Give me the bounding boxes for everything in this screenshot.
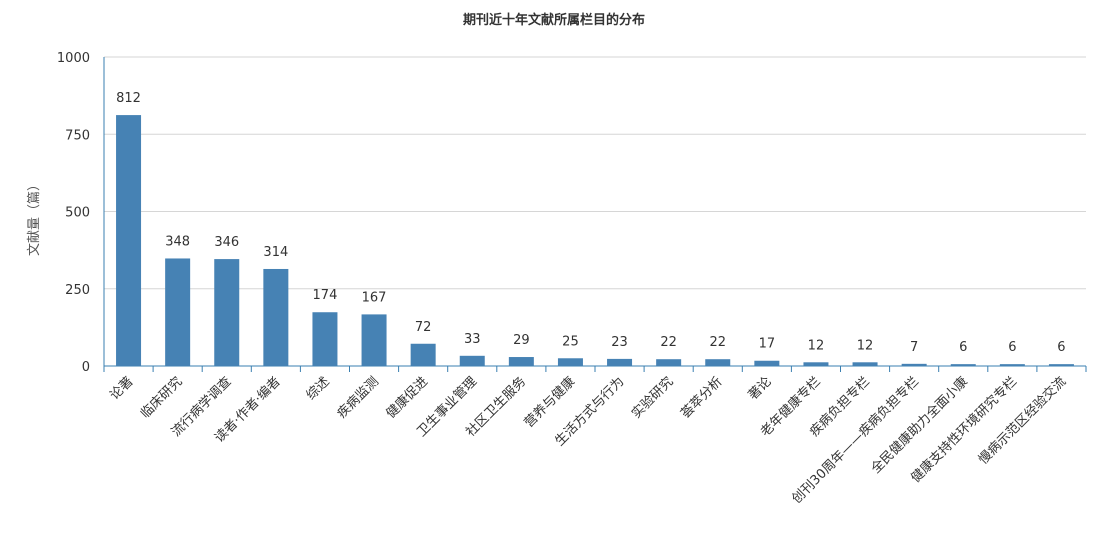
x-tick-label: 论著 [107, 374, 136, 403]
data-label: 22 [709, 335, 726, 350]
x-tick-label: 荟萃分析 [678, 374, 725, 421]
x-tick-label: 临床研究 [138, 374, 185, 421]
data-label: 174 [313, 288, 338, 303]
data-label: 12 [808, 338, 825, 353]
gridlines [104, 56, 1086, 290]
y-tick-label: 250 [65, 283, 90, 298]
bar [508, 357, 534, 366]
y-tick-label: 1000 [57, 51, 90, 66]
data-labels: 812 348 346 314 174 167 72 33 29 25 23 22 22 17 12 12 7 6… [116, 91, 1065, 355]
data-label: 22 [660, 335, 677, 350]
y-tick-label: 750 [65, 128, 90, 143]
data-label: 6 [1057, 340, 1065, 355]
data-label: 348 [165, 234, 190, 249]
data-label: 29 [513, 333, 530, 348]
data-label: 72 [415, 320, 432, 335]
x-tick-label: 著论 [746, 374, 775, 403]
x-tick-label: 综述 [304, 374, 333, 403]
data-label: 314 [263, 245, 288, 260]
data-label: 6 [1008, 340, 1016, 355]
bar [557, 358, 583, 366]
x-tick-label: 健康促进 [383, 374, 431, 422]
bar [361, 314, 387, 366]
data-label: 17 [759, 337, 776, 352]
bars [116, 115, 1074, 366]
y-axis-ticks: 0 250 500 750 1000 [57, 51, 90, 375]
bar [410, 343, 436, 366]
bar [214, 259, 240, 366]
data-label: 167 [362, 290, 387, 305]
data-label: 6 [959, 340, 967, 355]
data-label: 346 [214, 235, 239, 250]
x-tick-label: 实验研究 [628, 374, 676, 422]
bar [754, 360, 780, 366]
data-label: 12 [857, 338, 874, 353]
x-tick-label: 全民健康助力全面小康 [868, 374, 971, 477]
data-label: 33 [464, 332, 481, 347]
bar [950, 364, 976, 366]
bar [656, 359, 682, 366]
y-tick-label: 0 [82, 360, 90, 375]
axes [103, 57, 1087, 372]
bar [803, 362, 829, 366]
bar [312, 312, 338, 366]
y-tick-label: 500 [65, 206, 90, 221]
bar [607, 358, 633, 366]
bar [459, 355, 485, 366]
bar [852, 362, 878, 366]
bar [263, 268, 289, 366]
bar [705, 359, 731, 366]
x-tick-label: 慢病示范区经验交流 [975, 374, 1069, 468]
bar [165, 258, 191, 366]
x-tick-label: 疾病监测 [334, 374, 381, 421]
bar [116, 115, 142, 366]
y-axis-label: 文献量（篇） [27, 178, 42, 256]
bar [901, 363, 927, 366]
data-label: 812 [116, 91, 141, 106]
data-label: 23 [611, 335, 628, 350]
bar [999, 364, 1025, 366]
data-label: 7 [910, 340, 918, 355]
bar [1048, 364, 1074, 366]
chart-title: 期刊近十年文献所属栏目的分布 [463, 12, 645, 28]
data-label: 25 [562, 334, 579, 349]
